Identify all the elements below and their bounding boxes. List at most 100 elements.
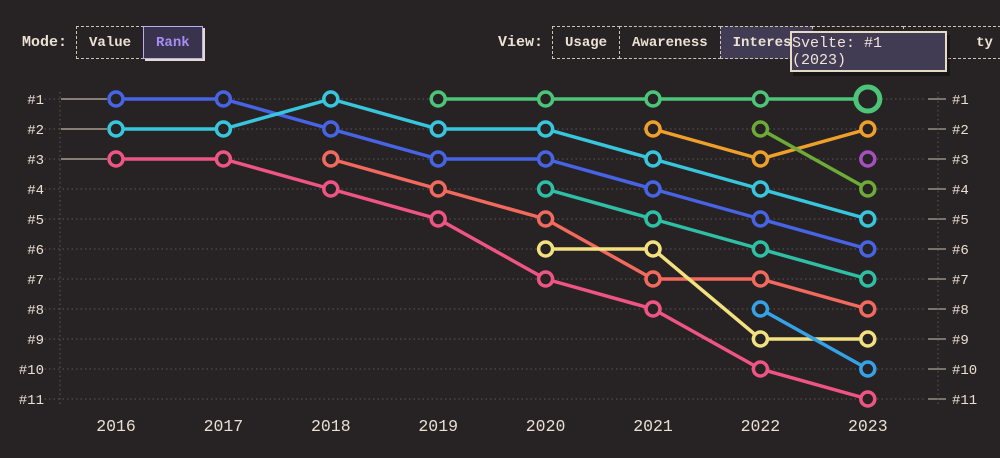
rank-label-right: #5 bbox=[952, 213, 969, 229]
pink-point-2020[interactable] bbox=[536, 270, 555, 288]
mode-option-value[interactable]: Value bbox=[76, 26, 145, 59]
rank-label-left: #5 bbox=[27, 213, 44, 229]
salmon-point-2018[interactable] bbox=[322, 150, 340, 168]
cyan-point-2022[interactable] bbox=[751, 180, 770, 198]
tooltip-text: Svelte: #1 (2023) bbox=[792, 34, 883, 69]
view-label: View: bbox=[498, 34, 544, 51]
mode-toggle: Mode: Value Rank bbox=[22, 26, 203, 59]
orange-point-2022[interactable] bbox=[751, 150, 770, 168]
rank-label-left: #9 bbox=[27, 333, 44, 349]
svelte-point-2020[interactable] bbox=[536, 90, 555, 108]
rank-label-right: #11 bbox=[952, 393, 977, 409]
salmon-point-2021[interactable] bbox=[644, 270, 662, 288]
series-cyan bbox=[61, 90, 877, 228]
rank-label-left: #11 bbox=[19, 393, 44, 409]
salmon-point-2023[interactable] bbox=[859, 300, 877, 318]
series-orange bbox=[644, 120, 877, 168]
series-lime bbox=[751, 120, 877, 198]
blue-point-2022[interactable] bbox=[751, 210, 770, 228]
blue-point-2016[interactable] bbox=[107, 90, 125, 108]
rank-label-right: #4 bbox=[952, 183, 969, 199]
teal-point-2021[interactable] bbox=[644, 210, 662, 228]
blue-point-2019[interactable] bbox=[429, 150, 447, 168]
pink-point-2017[interactable] bbox=[214, 150, 233, 168]
teal-point-2023[interactable] bbox=[859, 270, 877, 288]
blue-point-2020[interactable] bbox=[536, 150, 555, 168]
svelte-point-2019[interactable] bbox=[429, 90, 447, 108]
rank-label-right: #8 bbox=[952, 303, 969, 319]
svelte-point-2021[interactable] bbox=[644, 90, 662, 108]
cyan-point-2016[interactable] bbox=[107, 120, 125, 138]
cyan-point-2017[interactable] bbox=[214, 120, 233, 138]
blue-point-2017[interactable] bbox=[214, 90, 233, 108]
pink-point-2023[interactable] bbox=[859, 390, 877, 408]
year-label: 2022 bbox=[741, 417, 781, 436]
rank-label-right: #10 bbox=[952, 363, 977, 379]
series-salmon bbox=[322, 150, 877, 318]
year-label: 2018 bbox=[311, 417, 351, 436]
series-yellow bbox=[536, 240, 877, 348]
series-teal bbox=[536, 180, 877, 288]
rank-label-left: #3 bbox=[27, 153, 44, 169]
skyblue-point-2023[interactable] bbox=[859, 360, 877, 378]
lime-point-2023[interactable] bbox=[859, 180, 877, 198]
salmon-point-2019[interactable] bbox=[429, 180, 447, 198]
cyan-point-2023[interactable] bbox=[859, 210, 877, 228]
blue-point-2018[interactable] bbox=[322, 120, 340, 138]
rank-label-left: #4 bbox=[27, 183, 44, 199]
blue-point-2021[interactable] bbox=[644, 180, 662, 198]
rank-label-right: #7 bbox=[952, 273, 969, 289]
orange-point-2021[interactable] bbox=[644, 120, 662, 138]
series-svelte bbox=[429, 84, 883, 114]
pink-point-2019[interactable] bbox=[429, 210, 447, 228]
rank-label-right: #2 bbox=[952, 123, 969, 139]
pink-point-2016[interactable] bbox=[107, 150, 125, 168]
cyan-point-2021[interactable] bbox=[644, 150, 662, 168]
svelte-point-2022[interactable] bbox=[751, 90, 770, 108]
pink-point-2021[interactable] bbox=[644, 300, 662, 318]
year-label: 2016 bbox=[96, 417, 136, 436]
rank-label-left: #2 bbox=[27, 123, 44, 139]
year-label: 2019 bbox=[418, 417, 458, 436]
svelte-point-2023[interactable] bbox=[853, 84, 883, 114]
series-blue bbox=[61, 90, 877, 258]
year-label: 2020 bbox=[526, 417, 566, 436]
tooltip: Svelte: #1 (2023) bbox=[790, 31, 947, 72]
purple-point-2023[interactable] bbox=[859, 150, 877, 168]
blue-point-2023[interactable] bbox=[859, 240, 877, 258]
rank-label-left: #7 bbox=[27, 273, 44, 289]
cyan-point-2020[interactable] bbox=[536, 120, 555, 138]
orange-point-2023[interactable] bbox=[859, 120, 877, 138]
view-option-awareness[interactable]: Awareness bbox=[619, 26, 721, 59]
year-label: 2017 bbox=[204, 417, 244, 436]
lime-point-2022[interactable] bbox=[751, 120, 770, 138]
cyan-point-2018[interactable] bbox=[322, 90, 340, 108]
rank-label-left: #10 bbox=[19, 363, 44, 379]
teal-point-2022[interactable] bbox=[751, 240, 770, 258]
rank-label-left: #6 bbox=[27, 243, 44, 259]
cyan-point-2019[interactable] bbox=[429, 120, 447, 138]
rank-label-left: #8 bbox=[27, 303, 44, 319]
mode-label: Mode: bbox=[22, 34, 68, 51]
salmon-point-2022[interactable] bbox=[751, 270, 770, 288]
mode-buttons: Value Rank bbox=[76, 26, 203, 59]
salmon-point-2020[interactable] bbox=[536, 210, 555, 228]
view-option-usage[interactable]: Usage bbox=[552, 26, 621, 59]
yellow-point-2020[interactable] bbox=[536, 240, 555, 258]
skyblue-point-2022[interactable] bbox=[751, 300, 770, 318]
series-purple bbox=[859, 150, 877, 168]
yellow-point-2021[interactable] bbox=[644, 240, 662, 258]
series-skyblue bbox=[751, 300, 877, 378]
mode-option-rank[interactable]: Rank bbox=[143, 26, 203, 59]
rank-label-right: #6 bbox=[952, 243, 969, 259]
teal-point-2020[interactable] bbox=[536, 180, 555, 198]
series-pink bbox=[61, 150, 877, 408]
rank-label-right: #9 bbox=[952, 333, 969, 349]
yellow-point-2022[interactable] bbox=[751, 330, 770, 348]
yellow-point-2023[interactable] bbox=[859, 330, 877, 348]
pink-point-2022[interactable] bbox=[751, 360, 770, 378]
pink-point-2018[interactable] bbox=[322, 180, 340, 198]
rank-label-right: #1 bbox=[952, 93, 969, 109]
